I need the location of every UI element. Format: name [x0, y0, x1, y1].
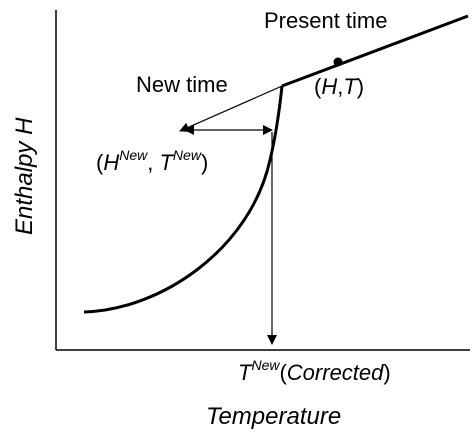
y-axis-label: Enthalpy H: [11, 117, 38, 235]
extrapolation-line: [179, 85, 283, 132]
current-point-label: (H,T): [314, 74, 364, 99]
enthalpy-curve: [83, 85, 284, 314]
x-axis-label: Temperature: [206, 403, 341, 430]
present-time-label: Present time: [264, 8, 388, 33]
new-time-label: New time: [136, 72, 228, 97]
corrected-temperature-label: TNew(Corrected): [238, 357, 391, 385]
current-point-marker: [333, 57, 343, 67]
new-point-label: (HNew, TNew): [96, 147, 208, 175]
present-time-line: [281, 14, 469, 88]
